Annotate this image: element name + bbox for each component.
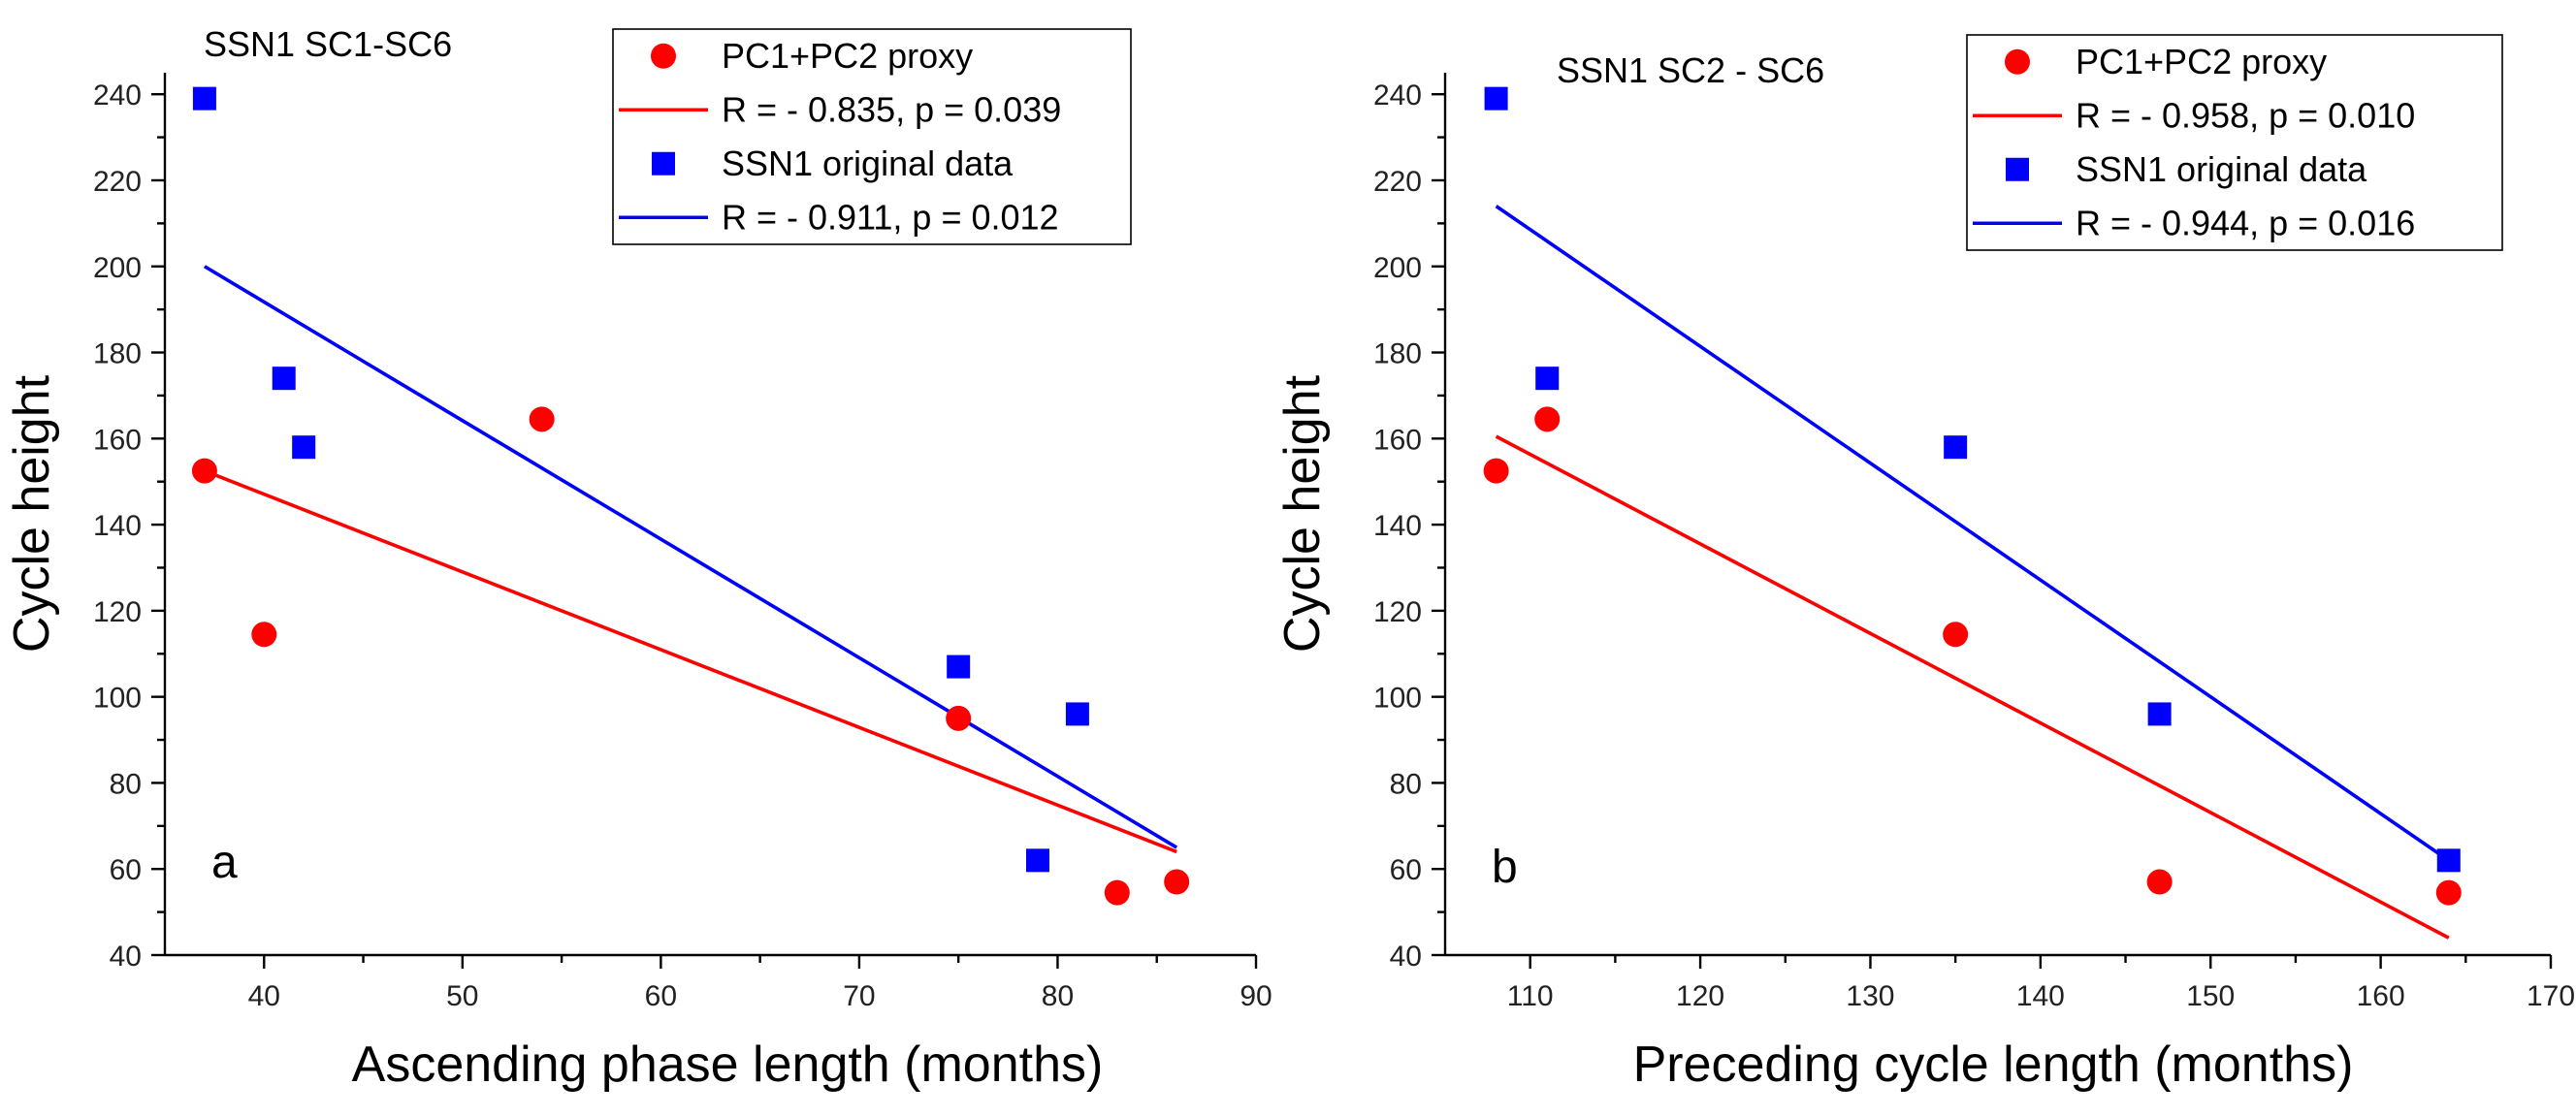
data-point-a-0 [529, 406, 555, 432]
legend-fit-label-b-1: R = - 0.944, p = 0.016 [2076, 203, 2415, 242]
x-tick-label-b: 110 [1507, 980, 1554, 1012]
data-point-a-1 [1065, 702, 1089, 726]
data-point-b-1 [2147, 702, 2172, 726]
data-point-b-0 [1483, 458, 1509, 484]
data-point-a-0 [1104, 879, 1130, 906]
y-tick-label-b: 80 [1390, 768, 1422, 800]
legend-fit-label-b-0: R = - 0.958, p = 0.010 [2076, 95, 2415, 135]
data-point-a-0 [251, 622, 277, 648]
legend-label-a-0: PC1+PC2 proxy [722, 36, 973, 76]
chart-title-b: SSN1 SC2 - SC6 [1557, 50, 1824, 90]
x-axis-label-b: Preceding cycle length (months) [1633, 1037, 2354, 1093]
data-point-a-0 [1164, 869, 1190, 895]
legend-fit-label-a-1: R = - 0.911, p = 0.012 [722, 197, 1059, 237]
y-tick-label-b: 160 [1373, 424, 1422, 456]
data-point-a-1 [292, 435, 316, 460]
x-tick-label-b: 160 [2357, 980, 2405, 1012]
x-tick-label-a: 70 [843, 980, 875, 1012]
data-point-b-1 [1484, 86, 1508, 111]
legend-marker-b-0 [2005, 48, 2030, 75]
x-tick-label-a: 40 [248, 980, 280, 1012]
panel-label-a: a [211, 837, 238, 888]
y-tick-label-b: 100 [1373, 683, 1422, 715]
x-tick-label-b: 120 [1676, 980, 1724, 1012]
fit-line-a-0 [204, 468, 1177, 854]
chart-panel-a: 40 50 60 70 80 90 40 60 80 100 120 140 160 180 200 220 2… [4, 24, 1272, 1093]
y-tick-label-a: 60 [110, 854, 142, 886]
y-tick-label-b: 180 [1373, 338, 1422, 370]
data-point-a-1 [272, 367, 296, 391]
x-tick-label-b: 130 [1846, 980, 1894, 1012]
fit-line-a-1 [203, 265, 1178, 849]
x-tick-label-a: 90 [1240, 980, 1272, 1012]
y-tick-label-a: 80 [110, 768, 142, 800]
x-tick-label-a: 80 [1042, 980, 1074, 1012]
legend-box-a [612, 28, 1132, 245]
legend-marker-a-1 [652, 151, 675, 176]
fit-line-b-1 [1495, 205, 2450, 862]
data-point-a-0 [946, 705, 972, 731]
y-tick-label-b: 240 [1373, 80, 1422, 112]
legend-box-b [1966, 34, 2503, 251]
data-point-b-0 [2146, 869, 2173, 895]
legend-label-b-0: PC1+PC2 proxy [2076, 42, 2327, 81]
y-tick-label-b: 220 [1373, 166, 1422, 198]
data-point-a-1 [947, 654, 971, 679]
data-point-b-1 [1944, 435, 1968, 460]
x-axis-label-a: Ascending phase length (months) [352, 1037, 1104, 1093]
data-point-b-1 [1535, 367, 1560, 391]
y-tick-label-a: 200 [93, 252, 142, 284]
y-axis-label-b: Cycle height [1274, 374, 1331, 653]
y-tick-label-b: 60 [1390, 854, 1422, 886]
x-tick-label-a: 50 [446, 980, 478, 1012]
x-tick-label-b: 170 [2527, 980, 2575, 1012]
y-tick-label-b: 120 [1373, 596, 1422, 628]
x-tick-label-a: 60 [645, 980, 677, 1012]
fit-line-b-0 [1495, 434, 2450, 940]
legend-marker-b-1 [2006, 157, 2029, 181]
data-point-a-1 [1026, 848, 1049, 873]
legend-marker-a-0 [651, 43, 676, 69]
data-point-a-0 [191, 458, 217, 484]
y-tick-label-a: 100 [93, 683, 142, 715]
panel-label-b: b [1492, 842, 1518, 893]
y-axis-label-a: Cycle height [4, 374, 60, 653]
data-point-a-1 [192, 86, 216, 111]
y-tick-label-a: 180 [93, 338, 142, 370]
y-tick-label-a: 220 [93, 166, 142, 198]
y-tick-label-a: 240 [93, 80, 142, 112]
data-point-b-0 [1534, 406, 1561, 432]
chart-panel-b: 110 120 130 140 150 160 170 40 60 80 100 120 140 160 1… [1274, 34, 2575, 1093]
y-tick-label-a: 140 [93, 510, 142, 542]
data-point-b-0 [2435, 879, 2462, 906]
chart-title-a: SSN1 SC1-SC6 [204, 24, 452, 64]
data-point-b-1 [2436, 848, 2461, 873]
y-tick-label-b: 40 [1390, 941, 1422, 973]
y-tick-label-b: 140 [1373, 510, 1422, 542]
x-tick-label-b: 140 [2016, 980, 2065, 1012]
y-tick-label-a: 120 [93, 596, 142, 628]
y-tick-label-a: 160 [93, 424, 142, 456]
legend-label-b-1: SSN1 original data [2076, 149, 2367, 189]
legend-label-a-1: SSN1 original data [722, 144, 1014, 183]
x-tick-label-b: 150 [2186, 980, 2235, 1012]
data-point-b-0 [1943, 622, 1969, 648]
y-tick-label-b: 200 [1373, 252, 1422, 284]
legend-fit-label-a-0: R = - 0.835, p = 0.039 [722, 89, 1061, 129]
y-tick-label-a: 40 [110, 941, 142, 973]
